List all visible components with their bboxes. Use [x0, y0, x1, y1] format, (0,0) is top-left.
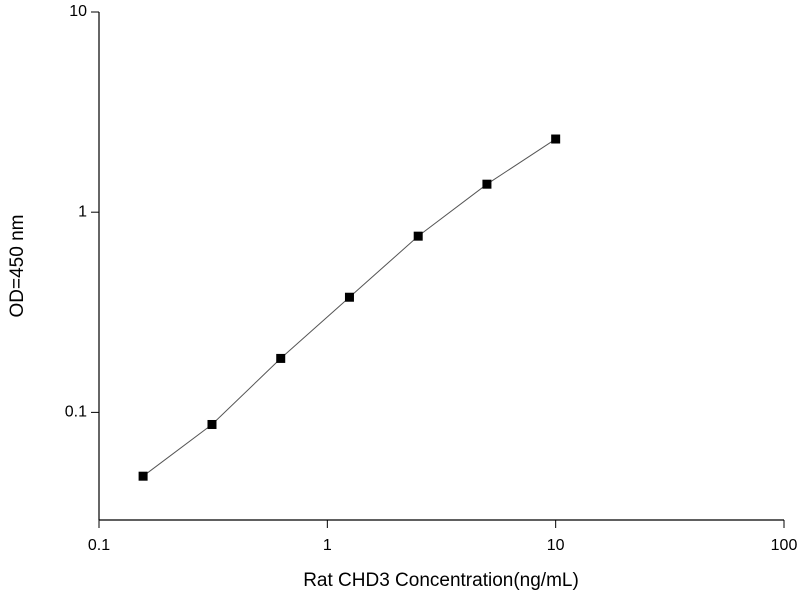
data-point — [551, 134, 561, 144]
data-point — [138, 471, 148, 481]
x-axis-label: Rat CHD3 Concentration(ng/mL) — [303, 570, 579, 591]
data-point — [482, 179, 492, 189]
x-tick-label: 0.1 — [88, 537, 110, 554]
y-tick-label: 0.1 — [65, 404, 87, 421]
x-tick-label: 10 — [547, 537, 565, 554]
data-point — [276, 353, 286, 363]
y-tick-label: 10 — [69, 3, 87, 20]
x-tick-label: 100 — [771, 537, 798, 554]
y-axis-label: OD=450 nm — [7, 215, 28, 318]
data-line — [142, 138, 556, 477]
data-point — [344, 292, 354, 302]
x-tick-label: 1 — [323, 537, 332, 554]
data-point — [207, 419, 217, 429]
data-point — [413, 231, 423, 241]
y-tick-label: 1 — [78, 203, 87, 220]
